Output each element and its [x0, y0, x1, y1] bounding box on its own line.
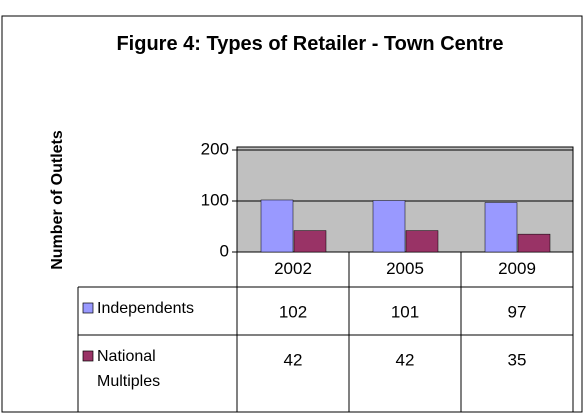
- legend-key: [82, 350, 94, 362]
- table-value: 101: [391, 302, 419, 321]
- legend-label: National Multiples: [97, 348, 161, 390]
- table-value: 42: [396, 350, 415, 369]
- legend-key: [82, 302, 94, 314]
- bar: [260, 199, 294, 253]
- y-tick-label: 0: [220, 241, 229, 260]
- bar: [293, 230, 327, 253]
- x-tick-label: 2005: [386, 259, 424, 278]
- x-tick-label: 2002: [274, 259, 312, 278]
- table-value: 97: [508, 302, 527, 321]
- bar: [517, 233, 551, 253]
- x-tick-label: 2009: [498, 259, 536, 278]
- bar: [484, 202, 518, 253]
- table-value: 102: [279, 302, 307, 321]
- y-axis-label: Number of Outlets: [49, 130, 66, 270]
- table-value: 35: [508, 350, 527, 369]
- bar: [405, 230, 439, 253]
- table-value: 42: [284, 350, 303, 369]
- chart-title: Figure 4: Types of Retailer - Town Centr…: [116, 33, 504, 55]
- bar: [372, 200, 406, 253]
- y-tick-label: 200: [201, 139, 229, 158]
- legend-label: Independents: [97, 300, 194, 317]
- y-tick-label: 100: [201, 190, 229, 209]
